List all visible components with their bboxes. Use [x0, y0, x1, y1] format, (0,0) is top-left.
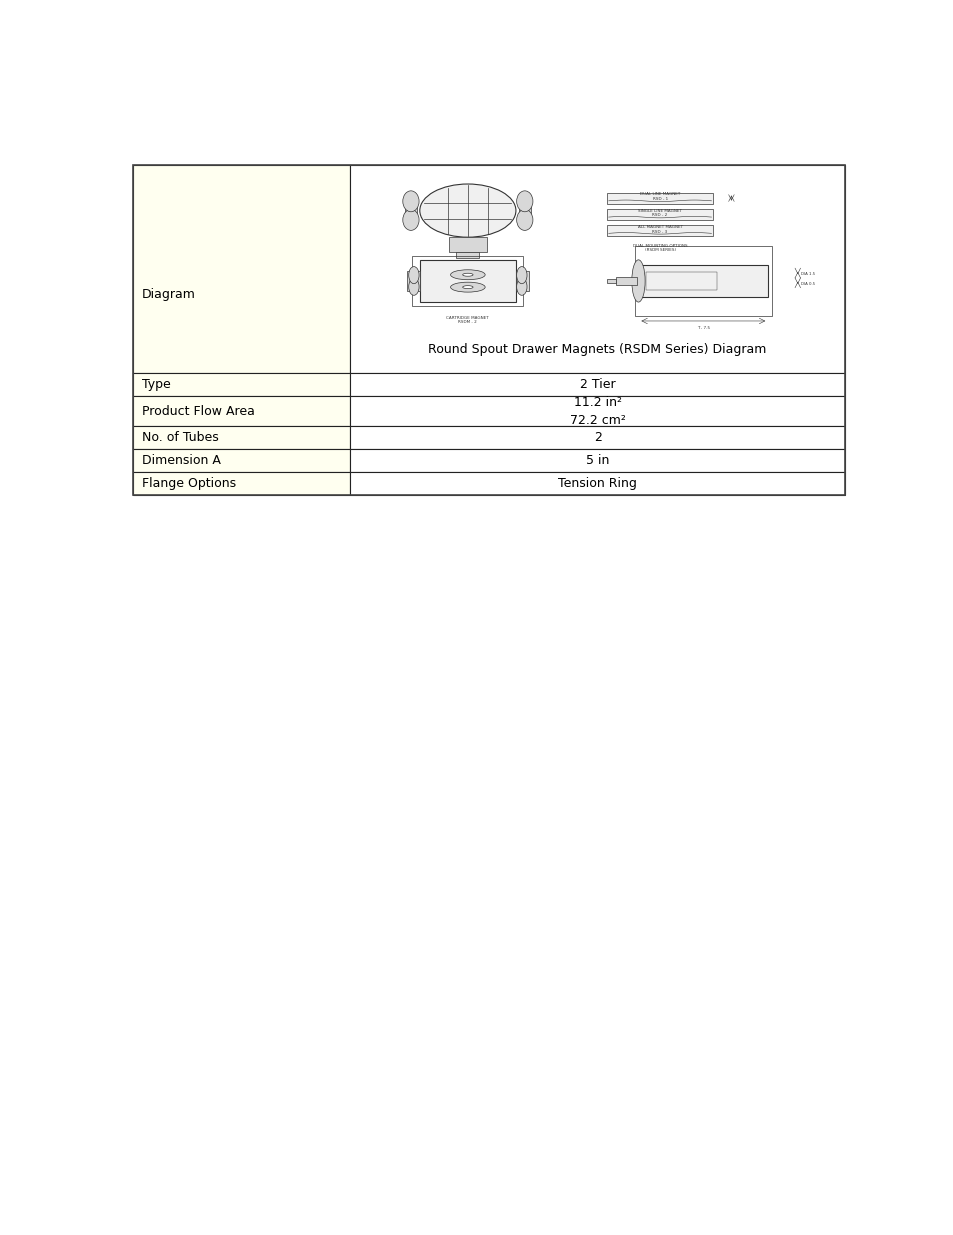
FancyBboxPatch shape	[607, 209, 712, 220]
Ellipse shape	[462, 273, 473, 277]
FancyBboxPatch shape	[405, 196, 416, 225]
Text: Diagram: Diagram	[142, 288, 195, 300]
Ellipse shape	[631, 259, 644, 303]
Ellipse shape	[517, 191, 533, 211]
Text: DUAL MOUNTING OPTIONS
(RSDM SERIES): DUAL MOUNTING OPTIONS (RSDM SERIES)	[632, 243, 687, 252]
Text: DIA 0.5: DIA 0.5	[801, 282, 815, 287]
Text: DUAL LINE MAGNET
RSD - 1: DUAL LINE MAGNET RSD - 1	[639, 193, 679, 201]
FancyBboxPatch shape	[516, 270, 529, 291]
FancyBboxPatch shape	[132, 373, 350, 396]
FancyBboxPatch shape	[132, 396, 350, 426]
Ellipse shape	[517, 267, 526, 284]
Text: ALL MAGNET MAGNET
RSD - 3: ALL MAGNET MAGNET RSD - 3	[637, 225, 682, 233]
Ellipse shape	[517, 210, 533, 231]
Text: Tension Ring: Tension Ring	[558, 477, 637, 490]
Text: Flange Options: Flange Options	[142, 477, 236, 490]
Ellipse shape	[408, 278, 418, 295]
FancyBboxPatch shape	[616, 277, 637, 285]
FancyBboxPatch shape	[419, 261, 516, 301]
Ellipse shape	[517, 278, 526, 295]
FancyBboxPatch shape	[350, 450, 844, 472]
FancyBboxPatch shape	[350, 472, 844, 495]
FancyBboxPatch shape	[350, 165, 844, 373]
Text: No. of Tubes: No. of Tubes	[142, 431, 218, 445]
Ellipse shape	[408, 267, 418, 284]
FancyBboxPatch shape	[607, 279, 616, 283]
FancyBboxPatch shape	[132, 472, 350, 495]
FancyBboxPatch shape	[132, 450, 350, 472]
FancyBboxPatch shape	[350, 373, 844, 396]
Text: Dimension A: Dimension A	[142, 454, 221, 467]
FancyBboxPatch shape	[518, 196, 530, 225]
Text: T - 7.5: T - 7.5	[696, 326, 709, 330]
Text: 5 in: 5 in	[585, 454, 609, 467]
Text: DIA 1.5: DIA 1.5	[801, 273, 815, 277]
Text: 11.2 in²
72.2 cm²: 11.2 in² 72.2 cm²	[569, 395, 625, 426]
Ellipse shape	[450, 269, 485, 279]
Ellipse shape	[419, 184, 516, 237]
Ellipse shape	[402, 210, 418, 231]
Text: CARTRIDGE MAGNET
RSDM - 2: CARTRIDGE MAGNET RSDM - 2	[446, 316, 489, 325]
FancyBboxPatch shape	[456, 252, 479, 258]
FancyBboxPatch shape	[406, 270, 419, 291]
FancyBboxPatch shape	[132, 426, 350, 450]
FancyBboxPatch shape	[607, 225, 712, 236]
Text: Type: Type	[142, 378, 171, 391]
FancyBboxPatch shape	[638, 264, 767, 298]
Ellipse shape	[450, 282, 485, 293]
Text: 2: 2	[593, 431, 601, 445]
FancyBboxPatch shape	[607, 193, 712, 204]
Ellipse shape	[402, 191, 418, 211]
FancyBboxPatch shape	[350, 426, 844, 450]
Text: SINGLE LINE MAGNET
RSD - 2: SINGLE LINE MAGNET RSD - 2	[638, 209, 681, 217]
FancyBboxPatch shape	[132, 165, 350, 373]
FancyBboxPatch shape	[448, 237, 487, 252]
Text: Round Spout Drawer Magnets (RSDM Series) Diagram: Round Spout Drawer Magnets (RSDM Series)…	[428, 343, 766, 356]
Ellipse shape	[462, 285, 473, 289]
FancyBboxPatch shape	[350, 396, 844, 426]
Text: Product Flow Area: Product Flow Area	[142, 405, 254, 417]
Text: 2 Tier: 2 Tier	[579, 378, 615, 391]
